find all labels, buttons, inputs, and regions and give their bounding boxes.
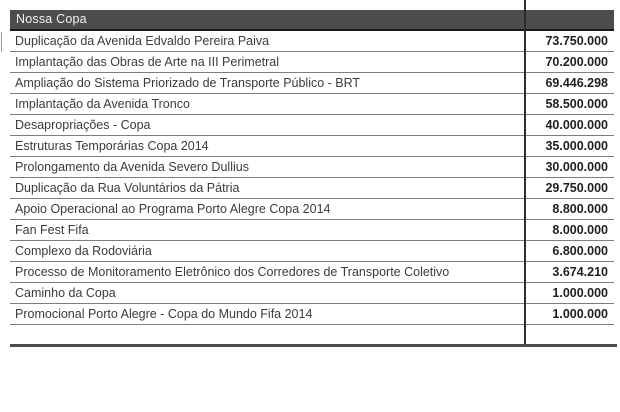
project-name: Desapropriações - Copa [15, 118, 151, 132]
project-value: 30.000.000 [545, 160, 608, 174]
project-name: Promocional Porto Alegre - Copa do Mundo… [15, 307, 313, 321]
project-value: 8.800.000 [552, 202, 608, 216]
table-row: Prolongamento da Avenida Severo Dullius … [10, 157, 614, 178]
project-name: Processo de Monitoramento Eletrônico dos… [15, 265, 450, 279]
project-value: 69.446.298 [545, 76, 608, 90]
project-value: 40.000.000 [545, 118, 608, 132]
project-name: Caminho da Copa [15, 286, 116, 300]
bottom-rule [10, 344, 617, 347]
project-value: 1.000.000 [552, 286, 608, 300]
project-value: 70.200.000 [545, 55, 608, 69]
table-row: Desapropriações - Copa 40.000.000 [10, 115, 614, 136]
table-row: Estruturas Temporárias Copa 2014 35.000.… [10, 136, 614, 157]
table-row: Apoio Operacional ao Programa Porto Aleg… [10, 199, 614, 220]
project-value: 29.750.000 [545, 181, 608, 195]
project-name: Duplicação da Avenida Edvaldo Pereira Pa… [15, 34, 270, 48]
project-value: 35.000.000 [545, 139, 608, 153]
project-value: 58.500.000 [545, 97, 608, 111]
project-value: 3.674.210 [552, 265, 608, 279]
table-row: Promocional Porto Alegre - Copa do Mundo… [10, 304, 614, 325]
project-name: Implantação da Avenida Tronco [15, 97, 190, 111]
left-edge-tick [1, 32, 2, 52]
table-row: Duplicação da Rua Voluntários da Pátria … [10, 178, 614, 199]
column-divider-line [524, 0, 526, 345]
project-name: Implantação das Obras de Arte na III Per… [15, 55, 280, 69]
table-row: Implantação da Avenida Tronco 58.500.000 [10, 94, 614, 115]
project-value: 73.750.000 [545, 34, 608, 48]
table-row: Caminho da Copa 1.000.000 [10, 283, 614, 304]
project-name: Complexo da Rodoviária [15, 244, 152, 258]
table-row: Processo de Monitoramento Eletrônico dos… [10, 262, 614, 283]
project-name: Estruturas Temporárias Copa 2014 [15, 139, 209, 153]
empty-row [10, 325, 614, 344]
project-value: 1.000.000 [552, 307, 608, 321]
table-row: Implantação das Obras de Arte na III Per… [10, 52, 614, 73]
project-name: Ampliação do Sistema Priorizado de Trans… [15, 76, 361, 90]
project-name: Apoio Operacional ao Programa Porto Aleg… [15, 202, 331, 216]
table-row: Ampliação do Sistema Priorizado de Trans… [10, 73, 614, 94]
table-header-row: Nossa Copa [10, 10, 614, 31]
table-row: Complexo da Rodoviária 6.800.000 [10, 241, 614, 262]
table-header-title: Nossa Copa [16, 12, 87, 26]
project-name: Duplicação da Rua Voluntários da Pátria [15, 181, 240, 195]
table-row: Fan Fest Fifa 8.000.000 [10, 220, 614, 241]
project-name: Fan Fest Fifa [15, 223, 89, 237]
project-name: Prolongamento da Avenida Severo Dullius [15, 160, 249, 174]
table-body: Duplicação da Avenida Edvaldo Pereira Pa… [10, 31, 614, 325]
project-value: 6.800.000 [552, 244, 608, 258]
project-value: 8.000.000 [552, 223, 608, 237]
budget-table: Nossa Copa Duplicação da Avenida Edvaldo… [10, 10, 614, 344]
table-row: Duplicação da Avenida Edvaldo Pereira Pa… [10, 31, 614, 52]
table-header-value-cell [525, 10, 614, 29]
